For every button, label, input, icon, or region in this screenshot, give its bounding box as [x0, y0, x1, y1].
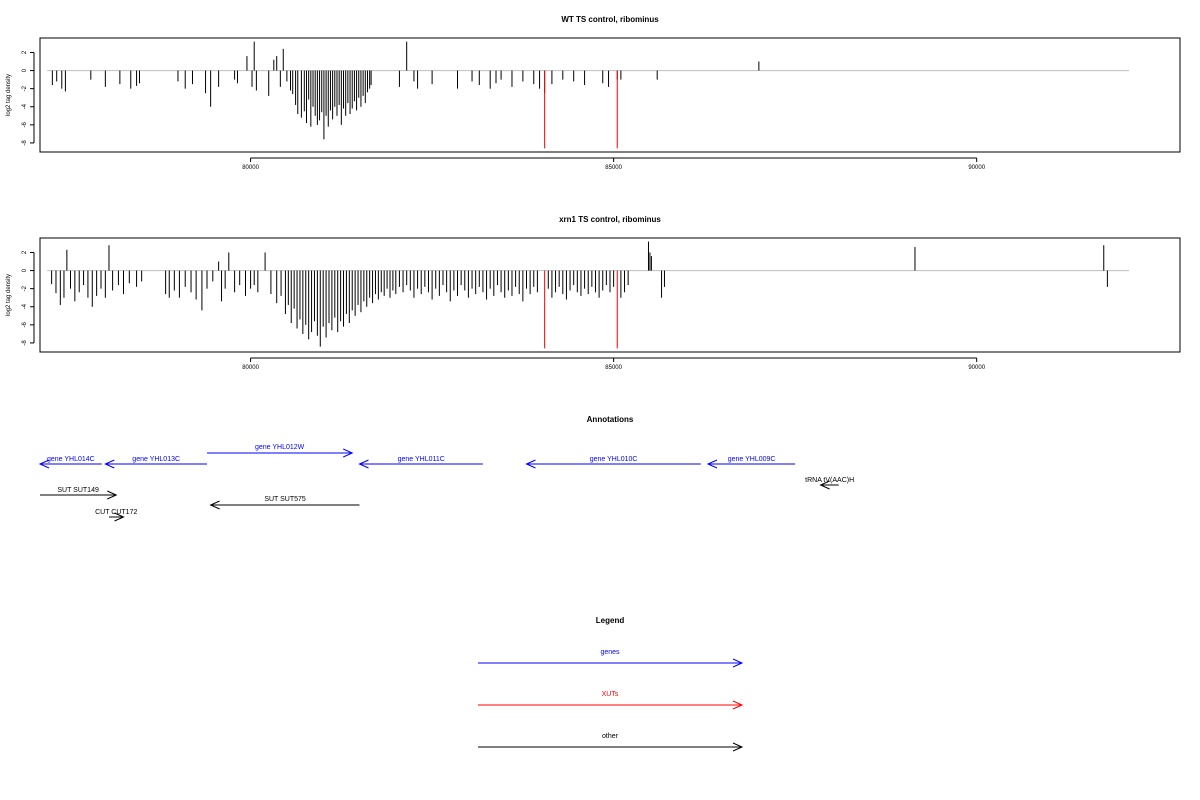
feature-label: gene YHL013C — [132, 456, 180, 463]
feature-label: CUT CUT172 — [95, 509, 137, 516]
legend-item-genes: genes — [478, 649, 744, 668]
feature-arrow-head — [104, 459, 115, 469]
x-tick-label: 85000 — [605, 165, 622, 171]
feature-arrow-head — [358, 459, 369, 469]
feature-arrow-head — [706, 459, 718, 469]
y-tick-label: -4 — [22, 303, 28, 309]
xrn1-x-axis: 80000 85000 90000 — [242, 357, 986, 371]
wt-panel-title: WT TS control, ribominus — [561, 15, 659, 24]
legend-arrow-head — [732, 700, 744, 710]
feature-arrow-head — [107, 490, 118, 500]
y-tick-label: -6 — [22, 122, 28, 128]
wt-density-panel: WT TS control, ribominus -8 -6 -4 -2 0 2 8000… — [6, 15, 1181, 171]
feature-label: gene YHL009C — [728, 456, 776, 463]
annotation-feature: CUT CUT172 — [95, 509, 137, 522]
xrn1-bars — [47, 241, 1130, 349]
feature-label: gene YHL014C — [47, 456, 95, 463]
feature-label: gene YHL012W — [255, 444, 305, 451]
feature-label: gene YHL010C — [590, 456, 638, 463]
feature-label: tRNA tV(AAC)H — [805, 477, 854, 484]
annotation-feature: gene YHL014C — [38, 456, 102, 469]
feature-arrow-head — [38, 459, 50, 469]
x-tick-label: 90000 — [968, 365, 985, 371]
annotation-feature: tRNA tV(AAC)H — [805, 477, 854, 490]
y-tick-label: -8 — [22, 140, 28, 146]
annotation-feature: gene YHL009C — [706, 456, 796, 469]
xrn1-y-axis: -8 -6 -4 -2 0 2 — [22, 250, 35, 346]
feature-arrow-head — [114, 512, 125, 522]
wt-y-axis-label: log2 tag density — [6, 74, 12, 116]
wt-plot-frame — [39, 37, 1181, 153]
feature-arrow-head — [525, 459, 536, 469]
xrn1-density-panel: xrn1 TS control, ribominus -8 -6 -4 -2 0 2 80… — [6, 215, 1181, 371]
x-tick-label: 80000 — [242, 365, 259, 371]
annotations-title: Annotations — [587, 415, 634, 424]
annotation-features: gene YHL014C gene YHL013C gene YHL012W gene… — [38, 444, 854, 522]
annotation-feature: SUT SUT149 — [40, 487, 118, 500]
legend-panel: Legend genes XUTs other — [478, 616, 744, 752]
wt-bars — [47, 41, 1130, 149]
y-tick-label: -2 — [22, 285, 28, 291]
y-tick-label: -6 — [22, 322, 28, 328]
y-tick-label: 2 — [22, 250, 28, 254]
annotation-feature: SUT SUT575 — [209, 496, 360, 510]
legend-item-other: other — [478, 733, 744, 752]
wt-y-axis: -8 -6 -4 -2 0 2 — [22, 50, 35, 146]
legend-label: XUTs — [602, 691, 619, 698]
feature-label: SUT SUT575 — [264, 496, 306, 503]
xrn1-panel-title: xrn1 TS control, ribominus — [559, 215, 661, 224]
annotations-panel: Annotations gene YHL014C gene YHL013Cgene… — [38, 415, 854, 522]
xrn1-plot-frame — [39, 237, 1181, 353]
x-tick-label: 85000 — [605, 365, 622, 371]
feature-arrow-head — [819, 480, 830, 490]
y-tick-label: 2 — [22, 50, 28, 54]
feature-label: gene YHL011C — [398, 456, 445, 463]
xrn1-y-axis-label: log2 tag density — [6, 274, 12, 316]
annotation-feature: gene YHL013C — [104, 456, 208, 469]
feature-arrow-head — [209, 500, 220, 510]
annotation-feature: gene YHL011C — [358, 456, 483, 469]
feature-arrow-head — [343, 448, 354, 458]
x-tick-label: 80000 — [242, 165, 259, 171]
legend-label: other — [602, 733, 619, 740]
annotation-feature: gene YHL012W — [207, 444, 354, 458]
y-tick-label: 0 — [22, 68, 28, 72]
legend-arrow-head — [732, 742, 744, 752]
legend-arrow-head — [732, 658, 744, 668]
annotation-feature: gene YHL010C — [525, 456, 701, 469]
y-tick-label: -8 — [22, 340, 28, 346]
y-tick-label: 0 — [22, 268, 28, 272]
legend-label: genes — [600, 649, 620, 656]
y-tick-label: -2 — [22, 85, 28, 91]
legend-item-xuts: XUTs — [478, 691, 744, 710]
y-tick-label: -4 — [22, 103, 28, 109]
x-tick-label: 90000 — [968, 165, 985, 171]
legend-items: genes XUTs other — [478, 649, 744, 752]
legend-title: Legend — [596, 616, 625, 625]
feature-label: SUT SUT149 — [57, 487, 99, 494]
wt-x-axis: 80000 85000 90000 — [242, 157, 986, 171]
